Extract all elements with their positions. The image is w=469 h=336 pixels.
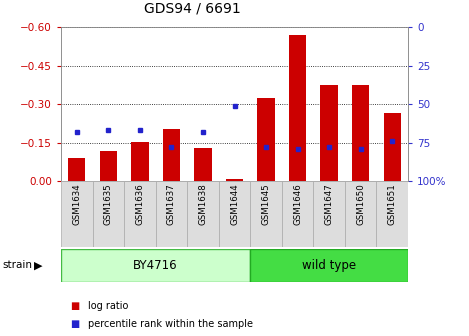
Text: ■: ■: [70, 301, 80, 311]
Bar: [250, 249, 408, 282]
Text: GSM1645: GSM1645: [262, 183, 271, 225]
Text: wild type: wild type: [302, 259, 356, 272]
Bar: [289, 35, 306, 181]
Bar: [345, 181, 377, 247]
Text: log ratio: log ratio: [88, 301, 129, 311]
Bar: [320, 85, 338, 181]
Bar: [156, 181, 187, 247]
Text: GSM1635: GSM1635: [104, 183, 113, 225]
Bar: [68, 158, 85, 181]
Text: GSM1637: GSM1637: [167, 183, 176, 225]
Bar: [194, 148, 212, 181]
Bar: [352, 85, 370, 181]
Text: GSM1646: GSM1646: [293, 183, 302, 225]
Text: ■: ■: [70, 319, 80, 329]
Text: GSM1647: GSM1647: [325, 183, 333, 225]
Bar: [226, 179, 243, 181]
Text: GSM1651: GSM1651: [388, 183, 397, 225]
Text: ▶: ▶: [34, 260, 42, 270]
Text: GDS94 / 6691: GDS94 / 6691: [144, 1, 241, 15]
Bar: [219, 181, 250, 247]
Bar: [124, 181, 156, 247]
Text: GSM1650: GSM1650: [356, 183, 365, 225]
Text: GSM1644: GSM1644: [230, 183, 239, 225]
Text: GSM1638: GSM1638: [198, 183, 207, 225]
Text: GSM1634: GSM1634: [72, 183, 81, 225]
Bar: [61, 249, 250, 282]
Bar: [313, 181, 345, 247]
Bar: [163, 129, 180, 181]
Bar: [61, 181, 92, 247]
Text: percentile rank within the sample: percentile rank within the sample: [88, 319, 253, 329]
Bar: [99, 151, 117, 181]
Bar: [187, 181, 219, 247]
Bar: [377, 181, 408, 247]
Bar: [282, 181, 313, 247]
Bar: [92, 181, 124, 247]
Bar: [384, 113, 401, 181]
Text: strain: strain: [2, 260, 32, 270]
Bar: [131, 141, 149, 181]
Text: GSM1636: GSM1636: [136, 183, 144, 225]
Bar: [250, 181, 282, 247]
Bar: [257, 98, 275, 181]
Text: BY4716: BY4716: [133, 259, 178, 272]
